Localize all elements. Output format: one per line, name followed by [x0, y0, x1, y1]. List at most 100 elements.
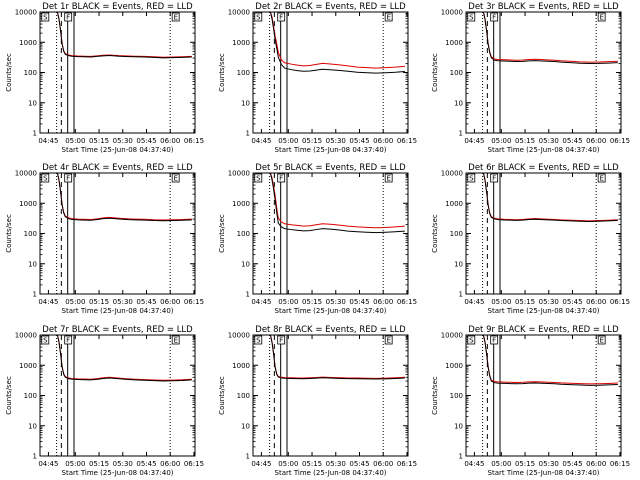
y-tick-label: 1000 [19, 362, 37, 370]
y-tick-label: 10000 [228, 170, 250, 178]
y-tick-label: 10000 [441, 9, 463, 17]
marker-f: F [64, 12, 73, 22]
marker-e: E [597, 12, 606, 22]
panel-title: Det 9r BLACK = Events, RED = LLD [468, 325, 619, 335]
y-tick-label: 10 [241, 99, 250, 107]
marker-box [490, 335, 499, 345]
series-line-events [482, 12, 618, 65]
marker-box [467, 173, 476, 183]
y-tick-label: 100 [24, 230, 37, 238]
x-tick-label: 06:00 [586, 460, 606, 468]
x-tick-label: 05:15 [89, 298, 109, 306]
marker-label: S [256, 337, 261, 345]
y-tick-label: 100 [237, 392, 250, 400]
plot-frame [39, 172, 196, 295]
marker-e: E [384, 12, 393, 22]
marker-e: E [171, 12, 180, 22]
x-tick-label: 06:15 [397, 137, 417, 145]
x-tick-label: 05:15 [515, 460, 535, 468]
x-tick-label: 05:45 [562, 298, 582, 306]
marker-label: E [173, 337, 177, 345]
series-line-lld [269, 173, 405, 229]
marker-label: S [256, 175, 261, 183]
y-tick-label: 100 [24, 392, 37, 400]
x-tick-label: 04:45 [464, 460, 484, 468]
y-tick-label: 1000 [232, 39, 250, 47]
y-tick-label: 1000 [19, 39, 37, 47]
x-tick-label: 05:00 [278, 137, 298, 145]
y-tick-label: 1 [459, 291, 463, 299]
y-axis-label: Counts/sec [431, 376, 439, 415]
x-tick-label: 05:30 [326, 460, 346, 468]
marker-f: F [64, 173, 73, 183]
x-tick-label: 06:15 [184, 137, 204, 145]
y-tick-label: 10 [454, 99, 463, 107]
marker-f: F [490, 12, 499, 22]
y-tick-label: 10000 [441, 170, 463, 178]
x-tick-label: 06:00 [586, 137, 606, 145]
y-axis-label: Counts/sec [431, 214, 439, 253]
y-tick-label: 10000 [15, 9, 37, 17]
x-tick-label: 04:45 [38, 298, 58, 306]
marker-box [254, 335, 263, 345]
marker-label: E [599, 14, 603, 22]
marker-s: S [41, 335, 50, 345]
panel-title: Det 5r BLACK = Events, RED = LLD [255, 163, 406, 173]
x-tick-label: 06:00 [373, 137, 393, 145]
marker-s: S [467, 335, 476, 345]
y-tick-label: 1 [33, 453, 37, 461]
x-tick-label: 06:15 [397, 460, 417, 468]
marker-label: F [279, 175, 283, 183]
y-tick-label: 10 [454, 422, 463, 430]
x-tick-label: 05:45 [136, 298, 156, 306]
marker-label: S [469, 14, 474, 22]
marker-f: F [277, 335, 286, 345]
y-axis-label: Counts/sec [431, 53, 439, 92]
marker-box [490, 173, 499, 183]
x-tick-label: 05:30 [539, 137, 559, 145]
marker-s: S [254, 12, 263, 22]
series-line-events [482, 335, 618, 386]
x-tick-label: 04:45 [38, 137, 58, 145]
marker-e: E [171, 173, 180, 183]
x-tick-label: 05:30 [539, 298, 559, 306]
y-tick-label: 1000 [232, 200, 250, 208]
y-axis-label: Counts/sec [5, 53, 13, 92]
marker-e: E [384, 173, 393, 183]
marker-box [597, 335, 606, 345]
series-line-events [56, 12, 192, 59]
y-tick-label: 10000 [15, 332, 37, 340]
marker-box [384, 12, 393, 22]
x-tick-label: 05:00 [278, 298, 298, 306]
series-line-events [269, 335, 405, 380]
marker-s: S [467, 12, 476, 22]
x-tick-label: 05:15 [302, 298, 322, 306]
y-tick-label: 1000 [445, 39, 463, 47]
marker-e: E [384, 335, 393, 345]
y-tick-label: 100 [450, 230, 463, 238]
x-tick-label: 05:15 [515, 298, 535, 306]
y-tick-label: 10 [241, 422, 250, 430]
x-tick-label: 06:15 [610, 460, 630, 468]
x-tick-label: 06:15 [184, 298, 204, 306]
x-tick-label: 05:30 [113, 137, 133, 145]
marker-f: F [490, 335, 499, 345]
marker-box [171, 335, 180, 345]
y-tick-label: 1 [33, 130, 37, 138]
series-line-lld [56, 335, 192, 381]
series-line-events [269, 12, 405, 74]
x-tick-label: 05:30 [326, 298, 346, 306]
marker-label: S [43, 175, 48, 183]
x-tick-label: 05:30 [326, 137, 346, 145]
plot-frame [39, 334, 196, 457]
marker-label: F [492, 337, 496, 345]
y-tick-label: 100 [24, 69, 37, 77]
panel-det-4r: Det 4r BLACK = Events, RED = LLD Counts/s… [5, 163, 204, 315]
x-axis-label: Start Time (25-Jun-08 04:37:40) [488, 469, 600, 477]
series-line-events [56, 335, 192, 382]
y-axis-label: Counts/sec [218, 53, 226, 92]
plot-frame [465, 334, 622, 457]
marker-e: E [597, 173, 606, 183]
marker-label: F [279, 14, 283, 22]
